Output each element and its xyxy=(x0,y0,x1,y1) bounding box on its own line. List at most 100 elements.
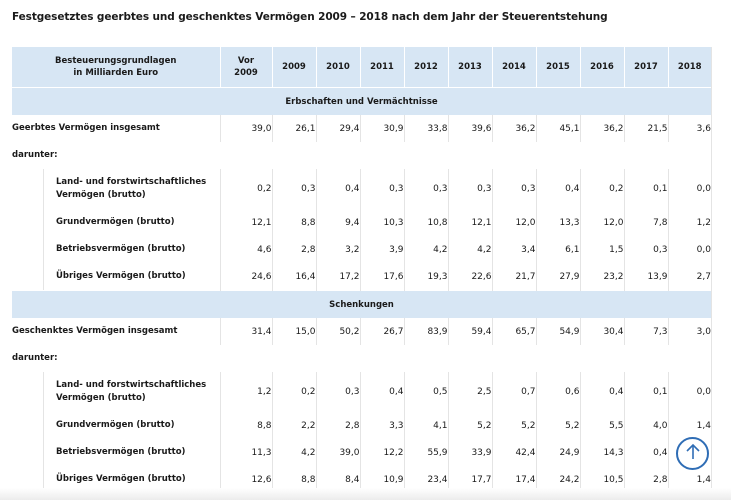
row-label-inner: Übriges Vermögen (brutto) xyxy=(43,263,220,290)
row-label-text: Land- und forstwirtschaftliches Vermögen … xyxy=(56,176,206,202)
value-cell: 0,3 xyxy=(271,169,316,209)
value-cell: 5,2 xyxy=(535,412,580,439)
row-label-line1: Grundvermögen (brutto) xyxy=(56,217,175,227)
value-cell: 0,6 xyxy=(535,372,580,412)
row-label: darunter: xyxy=(12,353,58,363)
value-cell: 0,4 xyxy=(359,372,404,412)
row-label-inner: Grundvermögen (brutto) xyxy=(43,412,220,439)
value-cell: 0,1 xyxy=(623,169,668,209)
value-cell: 17,2 xyxy=(315,263,360,291)
table-row-total: Geerbtes Vermögen insgesamt 39,0 26,1 29,4 3… xyxy=(12,115,711,142)
header-year: 2018 xyxy=(668,47,711,88)
value-cell: 3,0 xyxy=(667,318,711,345)
row-label: Grundvermögen (brutto) xyxy=(12,209,220,236)
row-label: darunter: xyxy=(12,150,58,160)
value-cell: 26,7 xyxy=(359,318,404,345)
scroll-to-top-button[interactable] xyxy=(676,437,709,470)
value-cell: 30,4 xyxy=(579,318,624,345)
value-cell: 5,2 xyxy=(447,412,492,439)
value-cell: 24,9 xyxy=(535,439,580,466)
value-cell: 0,3 xyxy=(623,236,668,263)
row-label-inner: Land- und forstwirtschaftliches Vermögen … xyxy=(43,372,220,412)
empty-cell xyxy=(580,345,624,372)
value-cell: 0,7 xyxy=(491,372,536,412)
value-cell: 26,1 xyxy=(271,115,316,142)
table-row-total: Geschenktes Vermögen insgesamt 31,4 15,0 50… xyxy=(12,318,711,345)
value-cell: 21,7 xyxy=(491,263,536,291)
value-cell: 16,4 xyxy=(271,263,316,291)
table-row: Land- und forstwirtschaftliches Vermögen … xyxy=(12,372,711,412)
empty-cell xyxy=(220,142,272,169)
value-cell: 0,3 xyxy=(447,169,492,209)
value-cell: 13,9 xyxy=(623,263,668,291)
value-cell: 4,6 xyxy=(219,236,272,263)
value-cell: 65,7 xyxy=(491,318,536,345)
value-cell: 2,2 xyxy=(271,412,316,439)
value-cell: 13,3 xyxy=(535,209,580,236)
empty-cell xyxy=(624,142,668,169)
header-vor-line1: Vor xyxy=(237,56,255,66)
table-row-darunter: darunter: xyxy=(12,142,711,169)
data-table: Besteuerungsgrundlagen in Milliarden Eur… xyxy=(12,47,711,493)
empty-cell xyxy=(668,345,711,372)
empty-cell xyxy=(272,142,316,169)
value-cell: 29,4 xyxy=(315,115,360,142)
value-cell: 10,8 xyxy=(403,209,448,236)
value-cell: 30,9 xyxy=(359,115,404,142)
row-label-inner: Übriges Vermögen (brutto) xyxy=(43,466,220,493)
value-cell: 59,4 xyxy=(447,318,492,345)
empty-cell xyxy=(448,142,492,169)
value-cell: 0,2 xyxy=(219,169,272,209)
value-cell: 39,0 xyxy=(315,439,360,466)
header-label-line1: Besteuerungsgrundlagen xyxy=(55,56,177,66)
row-label-text: Land- und forstwirtschaftliches Vermögen … xyxy=(56,379,206,405)
value-cell: 4,2 xyxy=(447,236,492,263)
row-label-text: Betriebsvermögen (brutto) xyxy=(56,446,185,459)
empty-cell xyxy=(404,142,448,169)
value-cell: 4,2 xyxy=(403,236,448,263)
value-cell: 17,6 xyxy=(359,263,404,291)
value-cell: 1,5 xyxy=(579,236,624,263)
value-cell: 33,8 xyxy=(403,115,448,142)
value-cell: 0,1 xyxy=(623,372,668,412)
value-cell: 3,6 xyxy=(667,115,711,142)
value-cell: 0,2 xyxy=(271,372,316,412)
value-cell: 1,2 xyxy=(219,372,272,412)
value-cell: 14,3 xyxy=(579,439,624,466)
value-cell: 11,3 xyxy=(219,439,272,466)
value-cell: 24,6 xyxy=(219,263,272,291)
header-year: 2009 xyxy=(272,47,317,88)
value-cell: 45,1 xyxy=(535,115,580,142)
table-body: Erbschaften und Vermächtnisse Geerbtes Ve… xyxy=(12,87,711,493)
value-cell: 39,6 xyxy=(447,115,492,142)
header-vor-2009: Vor 2009 xyxy=(220,47,273,88)
row-label: Geerbtes Vermögen insgesamt xyxy=(12,123,160,133)
value-cell: 3,9 xyxy=(359,236,404,263)
value-cell: 0,3 xyxy=(315,372,360,412)
value-cell: 0,3 xyxy=(359,169,404,209)
value-cell: 8,8 xyxy=(271,209,316,236)
header-year: 2015 xyxy=(536,47,581,88)
empty-cell xyxy=(492,345,536,372)
value-cell: 2,8 xyxy=(315,412,360,439)
value-cell: 0,3 xyxy=(403,169,448,209)
value-cell: 1,4 xyxy=(667,412,711,439)
value-cell: 23,2 xyxy=(579,263,624,291)
value-cell: 39,0 xyxy=(219,115,272,142)
empty-cell xyxy=(536,345,580,372)
empty-cell xyxy=(316,345,360,372)
row-label: Übriges Vermögen (brutto) xyxy=(12,263,220,291)
header-year: 2010 xyxy=(316,47,361,88)
row-label-text: Grundvermögen (brutto) xyxy=(56,419,174,432)
value-cell: 50,2 xyxy=(315,318,360,345)
value-cell: 36,2 xyxy=(491,115,536,142)
value-cell: 27,9 xyxy=(535,263,580,291)
value-cell: 4,2 xyxy=(271,439,316,466)
empty-cell xyxy=(404,345,448,372)
row-label: Übriges Vermögen (brutto) xyxy=(12,466,220,493)
header-year: 2012 xyxy=(404,47,449,88)
section-title: Schenkungen xyxy=(12,290,711,318)
section-header-row: Erbschaften und Vermächtnisse xyxy=(12,87,711,115)
table-right-border xyxy=(711,47,712,488)
value-cell: 12,0 xyxy=(491,209,536,236)
